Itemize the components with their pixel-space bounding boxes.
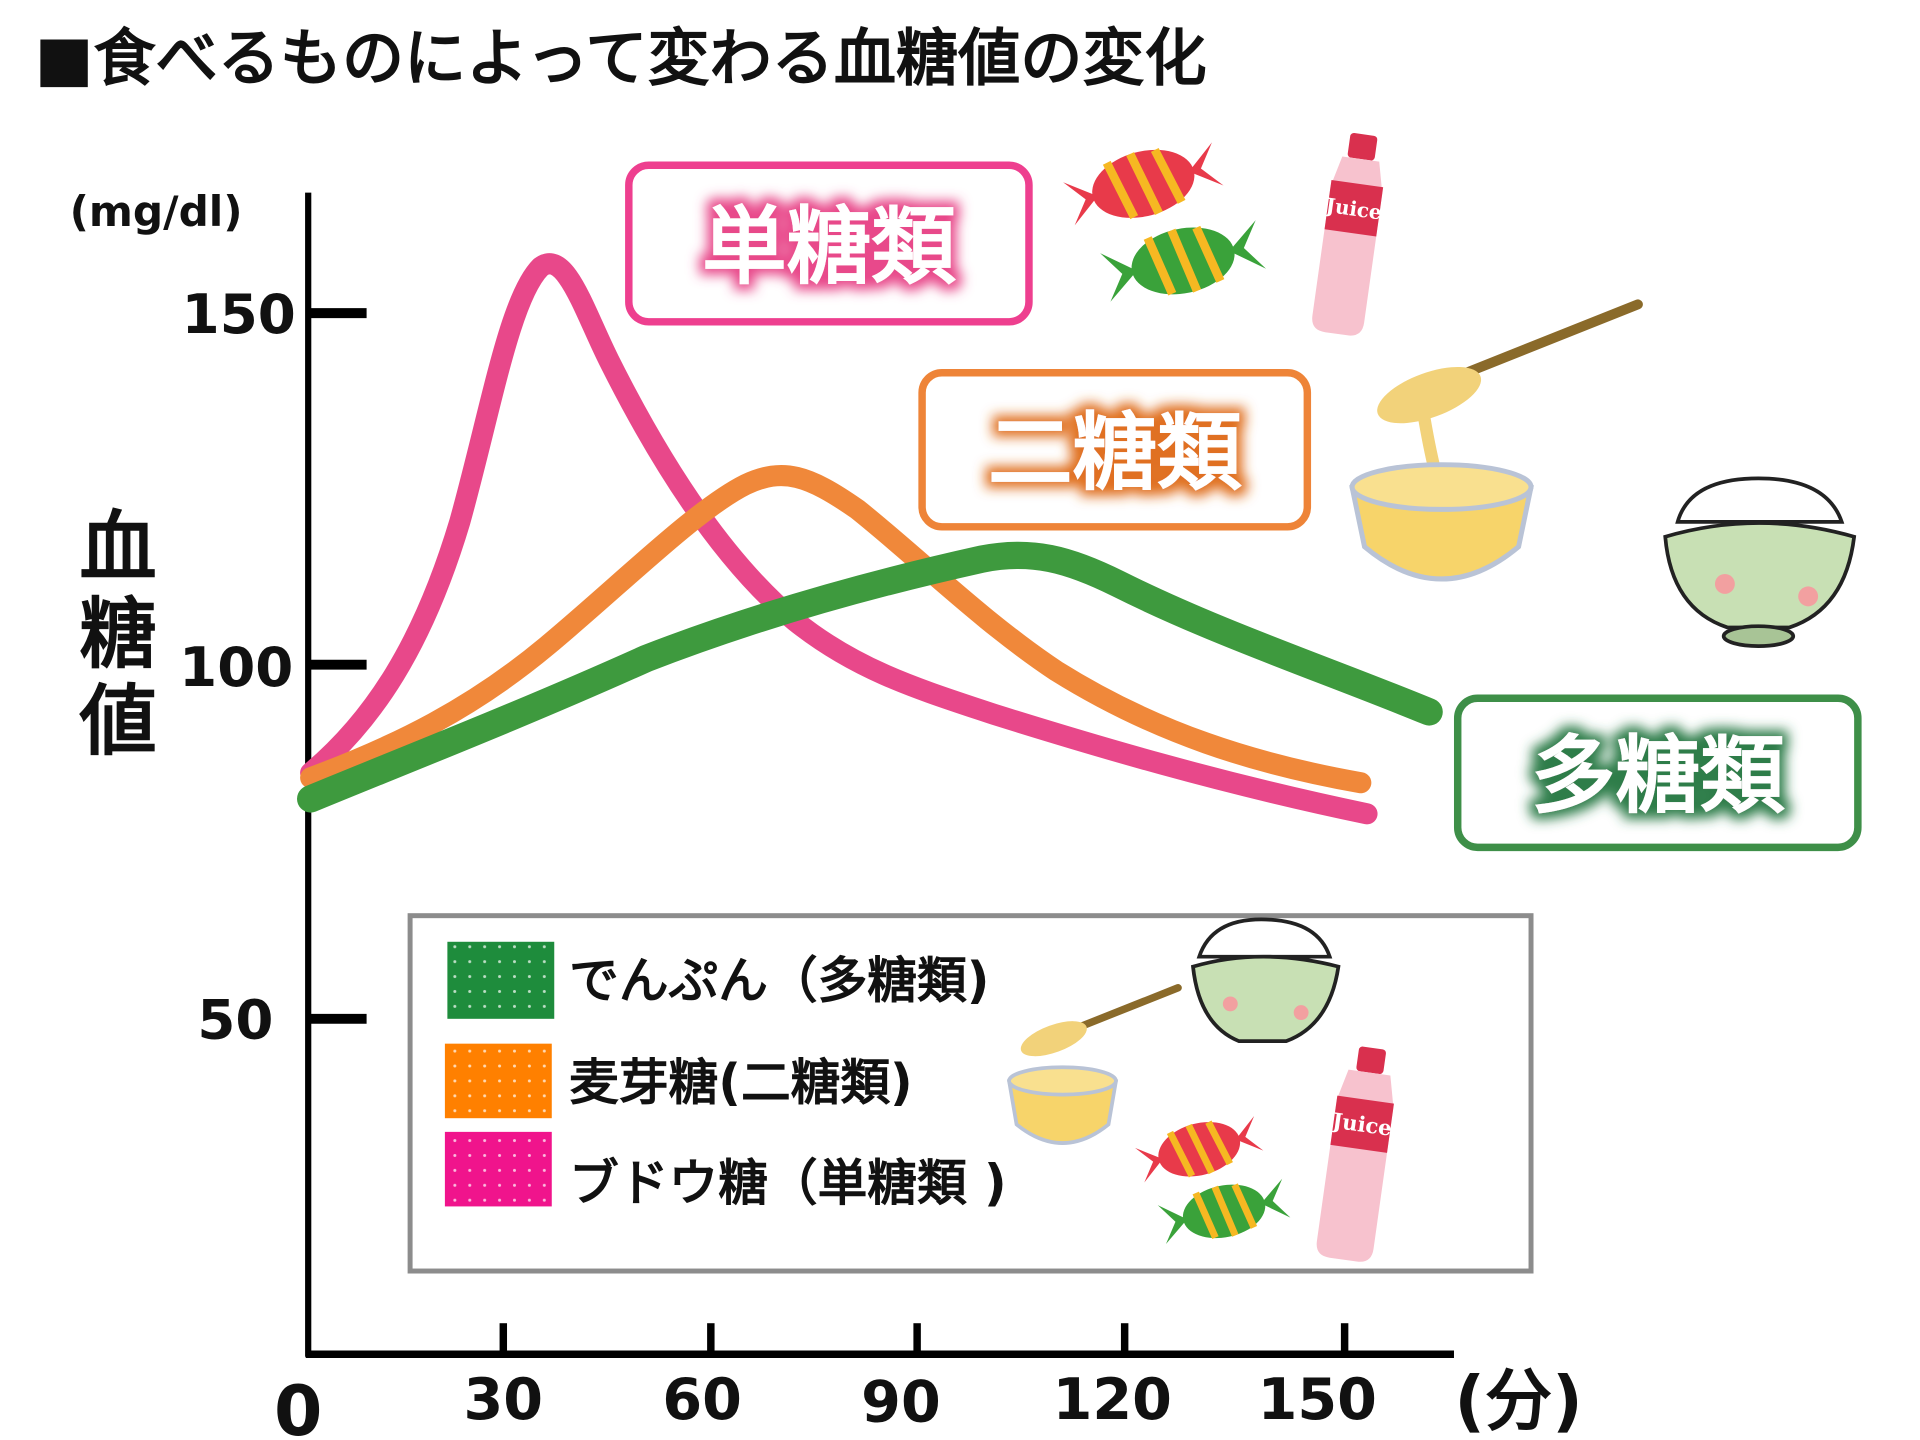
callout-monosaccharide: 単糖類 — [625, 161, 1033, 326]
svg-text:血: 血 — [80, 503, 157, 593]
juice-bottle-icon: Juice — [1316, 1046, 1394, 1262]
candy-icon — [1135, 1116, 1264, 1183]
honey-bowl-icon — [1349, 299, 1643, 582]
x-tick-label-30: 30 — [464, 1367, 544, 1433]
legend-item-glucose: ブドウ糖（単糖類 ) — [444, 1131, 1007, 1212]
line-disaccharide — [300, 464, 1372, 794]
line-polysaccharide — [297, 541, 1443, 813]
x-unit-label: (分) — [1454, 1362, 1582, 1440]
candy-icon — [1157, 1178, 1291, 1245]
x-tick-label-90: 90 — [861, 1369, 941, 1435]
legend-item-maltose: 麦芽糖(二糖類) — [444, 1043, 913, 1119]
svg-text:単糖類: 単糖類 — [702, 198, 956, 296]
page-title: ■食べるものによって変わる血糖値の変化 — [35, 22, 1207, 95]
x-ticks — [499, 1323, 1349, 1355]
x-tick-label-0: 0 — [274, 1371, 322, 1440]
line-monosaccharide — [300, 253, 1378, 825]
y-tick-label-50: 50 — [197, 988, 273, 1052]
x-tick-label-150: 150 — [1258, 1367, 1377, 1433]
candy-icon — [1063, 142, 1224, 226]
juice-bottle-icon: Juice — [1312, 133, 1383, 336]
svg-text:多糖類: 多糖類 — [1531, 727, 1785, 825]
y-axis-title: 血 糖 値 — [79, 503, 157, 767]
legend-label: ブドウ糖（単糖類 ) — [569, 1154, 1007, 1212]
svg-text:二糖類: 二糖類 — [988, 404, 1242, 502]
svg-text:糖: 糖 — [80, 590, 157, 680]
callout-disaccharide: 二糖類 — [918, 369, 1312, 531]
y-tick-label-100: 100 — [179, 635, 293, 699]
legend-label: でんぷん（多糖類) — [569, 952, 989, 1010]
callout-polysaccharide: 多糖類 — [1453, 694, 1862, 852]
legend-label: 麦芽糖(二糖類) — [569, 1054, 913, 1112]
y-unit-label: (mg/dl) — [70, 187, 243, 236]
honey-bowl-icon — [1006, 984, 1182, 1145]
rice-bowl-icon — [1663, 476, 1857, 648]
x-tick-label-60: 60 — [662, 1367, 742, 1433]
rice-bowl-icon — [1190, 917, 1341, 1044]
y-tick-label-150: 150 — [182, 282, 296, 346]
x-tick-label-120: 120 — [1053, 1367, 1172, 1433]
candy-icon — [1100, 220, 1267, 302]
legend-item-starch: でんぷん（多糖類) — [447, 941, 989, 1019]
svg-text:値: 値 — [79, 677, 157, 767]
